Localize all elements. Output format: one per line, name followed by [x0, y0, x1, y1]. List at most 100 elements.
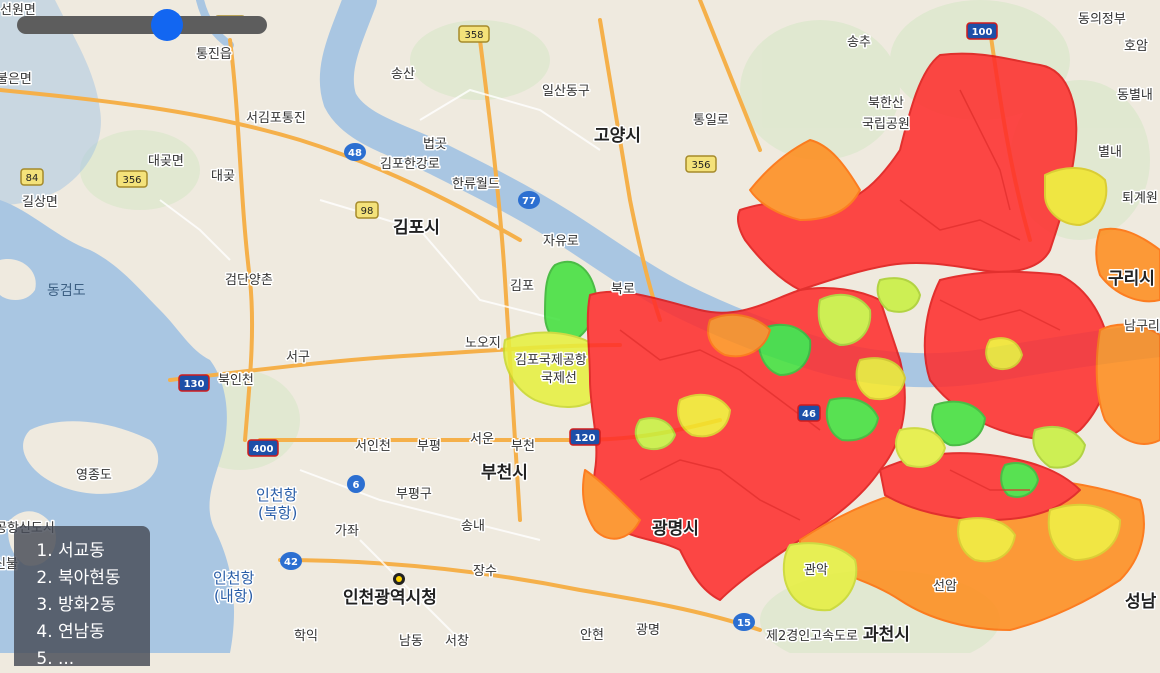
route-shield-r356a: 356: [116, 170, 148, 188]
map-label-jangsu: 장수: [473, 564, 497, 579]
map-label-gwanak: 관악: [804, 563, 828, 578]
route-number: 42: [284, 557, 298, 568]
map-label-bupyeonggu: 부평구: [396, 487, 432, 502]
district-region: [817, 293, 872, 346]
district-region: [876, 277, 921, 313]
district-region: [985, 337, 1023, 371]
map-label-dongbyeol: 동별내: [1117, 88, 1153, 103]
map-labels: 선원면통진읍불은면서김포통진대곶면대곶길상면검단양촌동검도서구북인천영종도공항신…: [0, 2, 1160, 651]
slider-thumb[interactable]: [151, 9, 183, 41]
route-shield-r120: 120: [569, 428, 601, 446]
district-region: [634, 417, 676, 451]
route-number: 120: [575, 433, 596, 444]
route-number: 400: [253, 444, 274, 455]
route-number: 46: [802, 409, 816, 420]
map-label-daegot2: 대곶: [211, 169, 235, 184]
map-label-ansan_ic: 안현: [580, 628, 604, 643]
map-label-uijeongbu: 동의정부: [1078, 12, 1126, 27]
route-number: 98: [361, 206, 374, 217]
map-label-tongilro: 통일로: [693, 113, 729, 128]
route-shield-r46: 46: [797, 404, 821, 422]
time-slider[interactable]: [17, 9, 267, 41]
map-label-tongjin: 통진읍: [196, 47, 232, 62]
ranking-item: ...: [58, 646, 150, 673]
map-label-incheonhang_s: 인천항: [213, 569, 255, 587]
district-region: [931, 400, 986, 447]
route-shield-r356b: 356: [685, 155, 717, 173]
map-label-jayuro: 자유로: [543, 234, 579, 249]
map-label-seochang: 서창: [445, 634, 469, 649]
map-label-songsan: 송산: [391, 67, 415, 82]
map-label-byeolnae: 별내: [1098, 145, 1122, 160]
map-label-naehang: (내항): [214, 587, 253, 605]
route-shield-r42: 42: [280, 552, 302, 570]
ranking-item: 방화2동: [58, 592, 150, 619]
route-shield-r6: 6: [347, 475, 365, 493]
route-shield-r15: 15: [733, 613, 755, 631]
district-region: [749, 139, 861, 221]
route-number: 358: [464, 30, 483, 41]
route-shield-r98: 98: [355, 201, 379, 219]
district-region: [1047, 503, 1121, 561]
district-region: [757, 323, 812, 376]
map-label-geomdan: 검단양촌: [225, 273, 273, 288]
route-number: 130: [184, 379, 205, 390]
map-canvas[interactable]: 355358488435698773561001304006120421546 …: [0, 0, 1160, 653]
route-shield-r84: 84: [20, 168, 44, 186]
route-number: 356: [691, 160, 710, 171]
map-label-gilsang: 길상면: [22, 195, 58, 210]
map-label-bucheon: 부천: [511, 439, 535, 454]
map-label-bureun: 불은면: [0, 72, 32, 87]
map-label-beopgot: 법곳: [423, 137, 447, 152]
map-label-gangseo_airport: 김포국제공항: [515, 353, 587, 368]
route-number: 100: [972, 27, 993, 38]
map-label-gwangmyeong2: 광명: [636, 623, 660, 638]
city-hall-marker: [393, 573, 405, 585]
map-label-park: 국립공원: [862, 117, 910, 132]
district-region: [582, 469, 641, 540]
ranking-item: 연남동: [58, 619, 150, 646]
map-label-bupyeong: 부평: [417, 439, 441, 454]
map-label-namdong: 남동: [399, 634, 423, 649]
district-region: [1044, 167, 1108, 226]
map-label-bukro: 북로: [611, 282, 635, 297]
map-label-seogimpo: 서김포통진: [246, 111, 306, 126]
choropleth-districts[interactable]: [503, 52, 1160, 631]
district-region: [894, 427, 946, 468]
route-number: 356: [122, 175, 141, 186]
route-number: 6: [353, 480, 360, 491]
map-label-jeil: 제2경인고속도로: [766, 629, 858, 644]
route-shield-r100: 100: [966, 22, 998, 40]
route-number: 15: [737, 618, 751, 629]
map-label-gimpo_hangang: 김포한강로: [380, 157, 440, 172]
map-label-seonam: 선암: [933, 579, 957, 594]
map-label-hanryu: 한류월드: [452, 177, 500, 192]
map-label-bukhansan: 북한산: [868, 96, 904, 111]
map-label-incheoncity: 인천광역시청: [343, 587, 437, 608]
map-label-gaja: 가좌: [335, 524, 359, 539]
route-shield-r130: 130: [178, 374, 210, 392]
map-label-seongnam: 성남: [1125, 592, 1157, 612]
map-label-gwacheon: 과천시: [863, 625, 910, 645]
route-number: 77: [522, 196, 536, 207]
route-shield-r48: 48: [344, 143, 366, 161]
district-region: [1095, 323, 1160, 445]
map-label-bukhang: (북항): [258, 504, 297, 522]
map-label-hagik: 학익: [294, 629, 318, 644]
district-region: [1032, 426, 1086, 469]
map-label-goyang: 고양시: [594, 126, 641, 146]
map-label-bukincheon: 북인천: [218, 373, 254, 388]
district-region: [957, 517, 1016, 563]
map-label-airport2: 국제선: [541, 371, 577, 386]
map-label-songchu: 송추: [847, 35, 871, 50]
map-label-ilsandong: 일산동구: [542, 84, 590, 99]
map-label-seonwon: 선원면: [0, 3, 36, 18]
route-shield-r358: 358: [458, 25, 490, 43]
map-label-bucheonsi: 부천시: [481, 463, 528, 483]
district-region: [677, 393, 731, 438]
district-region: [1000, 462, 1039, 498]
map-label-donggeomdo: 동검도: [47, 283, 86, 299]
district-region: [1095, 227, 1160, 303]
route-shield-r400: 400: [247, 439, 279, 457]
district-region: [782, 542, 858, 612]
